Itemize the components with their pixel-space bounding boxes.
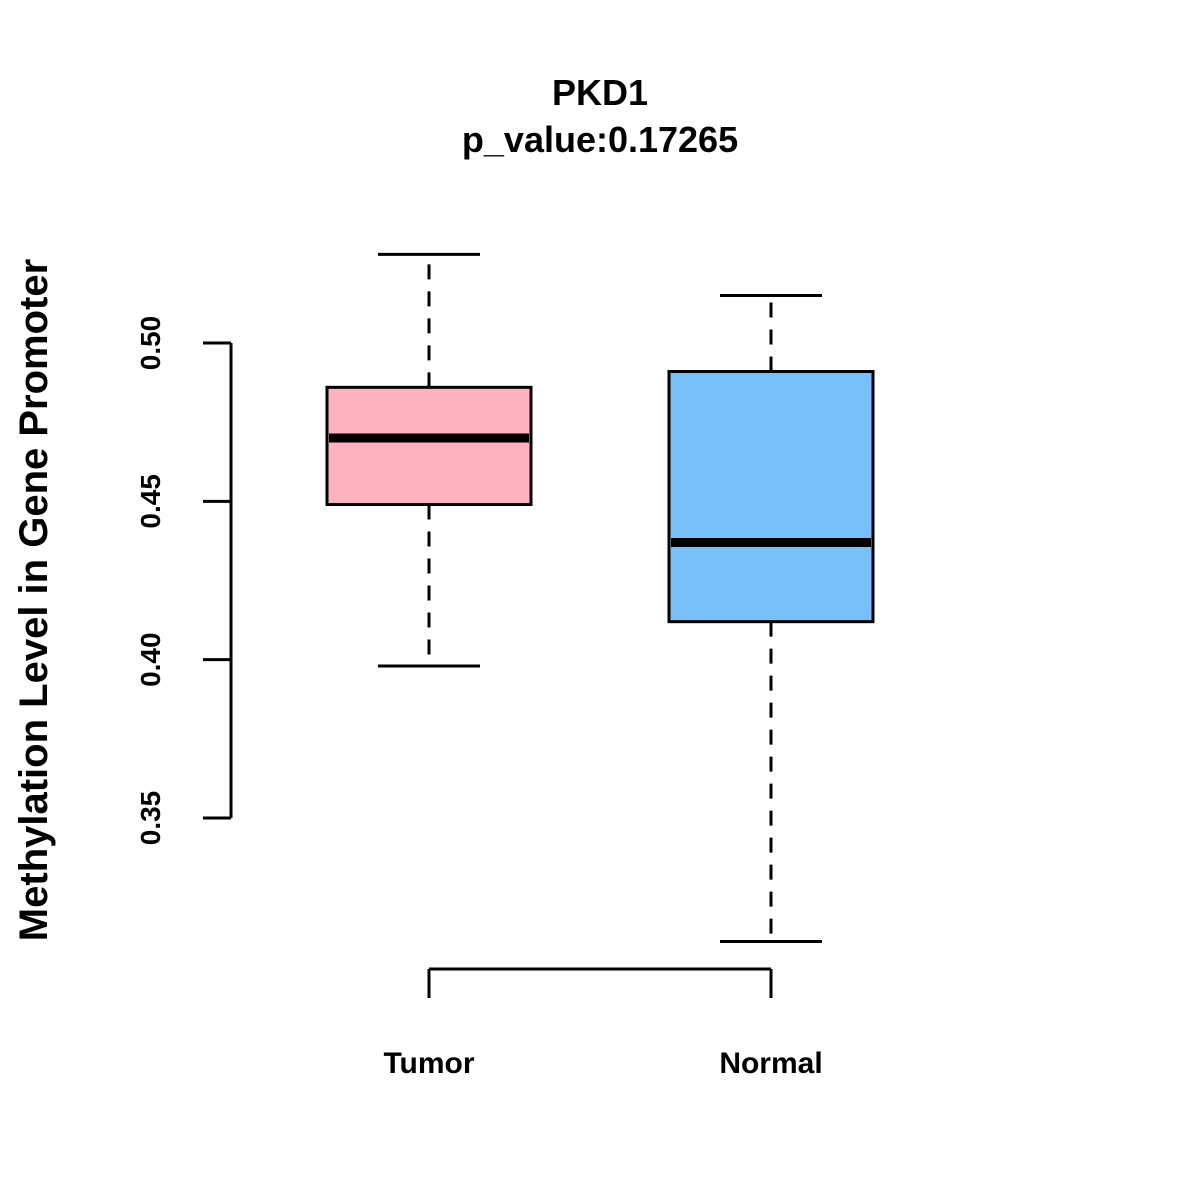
x-axis: Tumor Normal (383, 967, 823, 1080)
iqr-box (667, 370, 875, 624)
y-axis: 0.35 0.40 0.45 0.50 (135, 316, 233, 846)
box-normal (667, 294, 875, 943)
y-axis-label: Methylation Level in Gene Promoter (12, 259, 56, 941)
chart-subtitle: p_value:0.17265 (462, 119, 738, 160)
chart-title: PKD1 (552, 72, 648, 113)
x-tick-label: Normal (719, 1047, 822, 1080)
y-tick-label: 0.45 (135, 474, 166, 529)
x-tick-label: Tumor (383, 1047, 474, 1080)
y-tick-label: 0.50 (135, 316, 166, 371)
iqr-box (325, 385, 533, 507)
y-tick-label: 0.40 (135, 632, 166, 687)
boxes (325, 252, 875, 943)
box-tumor (325, 252, 533, 668)
y-tick-label: 0.35 (135, 791, 166, 846)
